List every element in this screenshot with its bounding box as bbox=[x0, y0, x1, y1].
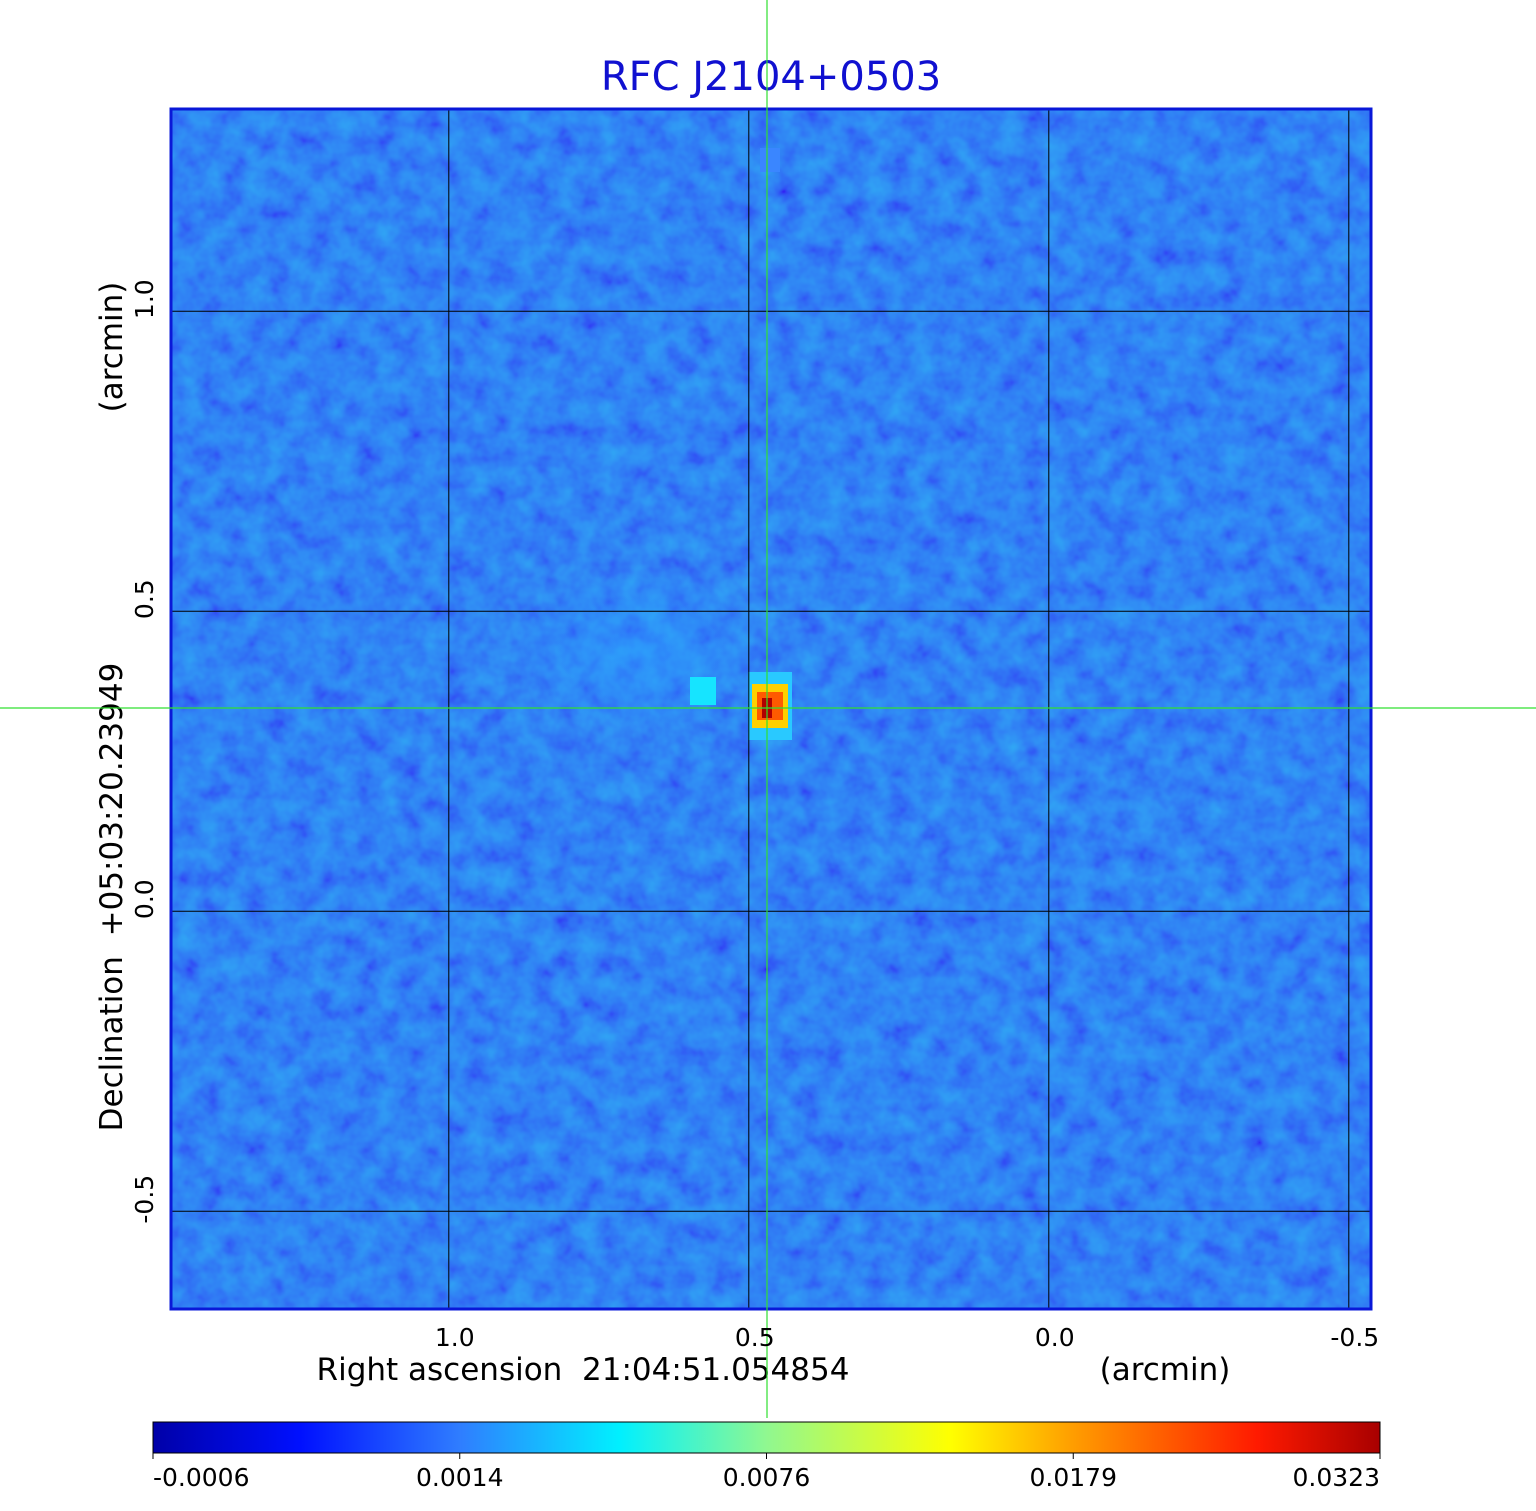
image bbox=[171, 109, 1371, 1309]
image-feature bbox=[690, 677, 716, 705]
x-axis-label: Right ascension 21:04:51.054854 bbox=[317, 1352, 850, 1388]
x-tick-label: 1.0 bbox=[435, 1323, 475, 1352]
image-glow bbox=[500, 560, 780, 740]
x-tick-label: 0.5 bbox=[735, 1323, 775, 1352]
colorbar bbox=[152, 1421, 1381, 1454]
colorbar-tick-label: 0.0014 bbox=[416, 1463, 503, 1492]
x-tick-label: 0.0 bbox=[1035, 1323, 1075, 1352]
y-axis-unit: (arcmin) bbox=[94, 282, 130, 413]
colorbar-tick-label: 0.0323 bbox=[1293, 1463, 1380, 1492]
x-axis-unit: (arcmin) bbox=[1100, 1352, 1231, 1388]
y-tick-label: -0.5 bbox=[130, 1175, 159, 1224]
x-tick-label: -0.5 bbox=[1330, 1323, 1379, 1352]
plot-frame bbox=[169, 107, 1373, 1311]
colorbar-tick-label: -0.0006 bbox=[153, 1463, 250, 1492]
y-tick-label: 1.0 bbox=[130, 279, 159, 319]
grid bbox=[171, 109, 1371, 1309]
colorbar-tick-label: 0.0179 bbox=[1030, 1463, 1117, 1492]
image-feature bbox=[760, 148, 780, 172]
y-tick-label: 0.0 bbox=[130, 879, 159, 919]
y-axis-label: Declination +05:03:20.23949 bbox=[94, 663, 130, 1132]
y-tick-label: 0.5 bbox=[130, 579, 159, 619]
colorbar-tick-label: 0.0076 bbox=[723, 1463, 810, 1492]
chart-title: RFC J2104+0503 bbox=[601, 54, 941, 100]
